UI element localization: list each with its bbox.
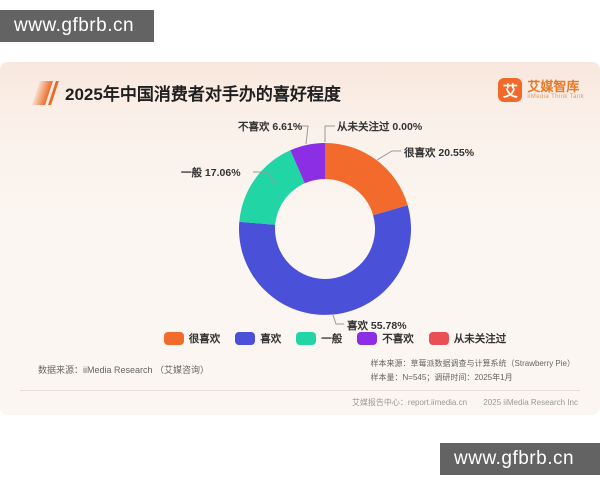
legend-swatch: [296, 332, 317, 345]
brand-logo: 艾 艾媒智库 iiMedia Think Tank: [498, 78, 584, 102]
callout-never-noticed: 从未关注过 0.00%: [337, 121, 423, 133]
brand-name: 艾媒智库: [527, 78, 580, 94]
legend-swatch: [428, 332, 449, 345]
legend-swatch: [163, 332, 184, 345]
watermark-text: www.gfbrb.cn: [14, 15, 135, 36]
legend-swatch: [235, 332, 256, 345]
legend-item-never-noticed[interactable]: 从未关注过: [428, 331, 506, 346]
sample-source: 样本来源：草莓派数据调查与计算系统（Strawberry Pie）: [370, 359, 575, 368]
legend-item-dislike[interactable]: 不喜欢: [357, 331, 414, 346]
footer-credits: 艾媒报告中心：report.iimedia.cn 2025 iiMedia Re…: [338, 397, 578, 408]
callout-dislike: 不喜欢 6.61%: [238, 121, 303, 133]
donut-segment-0[interactable]: [325, 143, 408, 216]
watermark-bottom-right: www.gfbrb.cn: [440, 443, 600, 475]
watermark-text: www.gfbrb.cn: [454, 448, 575, 469]
report-card: 2025年中国消费者对手办的喜好程度 艾 艾媒智库 iiMedia Think …: [0, 62, 600, 415]
page-title: 2025年中国消费者对手办的喜好程度: [65, 85, 341, 104]
brand-logo-icon: 艾: [498, 78, 523, 102]
legend-swatch: [357, 332, 378, 345]
sample-size: 样本量：N=545；调研时间：2025年1月: [370, 373, 513, 382]
leader-lines: [253, 125, 401, 325]
data-source: 数据来源：iiMedia Research （艾媒咨询）: [38, 365, 210, 375]
legend-item-like-very[interactable]: 很喜欢: [163, 331, 220, 346]
chart-legend: 很喜欢 喜欢 一般 不喜欢 从未关注过: [70, 331, 600, 346]
donut-segment-1[interactable]: [239, 205, 412, 315]
donut-segment-2[interactable]: [239, 150, 305, 225]
donut-segment-3[interactable]: [290, 143, 325, 184]
title-row: 2025年中国消费者对手办的喜好程度: [32, 80, 341, 105]
callout-neutral: 一般 17.06%: [181, 167, 241, 179]
callout-like: 喜欢 55.78%: [347, 320, 407, 332]
sample-info-block: 样本来源：草莓派数据调查与计算系统（Strawberry Pie） 样本量：N=…: [371, 357, 575, 385]
report-center-link[interactable]: 艾媒报告中心：report.iimedia.cn: [351, 398, 468, 407]
brand-subtitle: iiMedia Think Tank: [527, 93, 584, 100]
footer-divider: [20, 390, 580, 391]
callout-like-very: 很喜欢 20.55%: [404, 147, 475, 159]
legend-item-neutral[interactable]: 一般: [296, 331, 342, 346]
legend-item-like[interactable]: 喜欢: [235, 331, 281, 346]
watermark-top-left: www.gfbrb.cn: [0, 10, 154, 42]
copyright-text: 2025 iiMedia Research Inc: [483, 398, 578, 407]
donut-chart: [239, 125, 412, 325]
